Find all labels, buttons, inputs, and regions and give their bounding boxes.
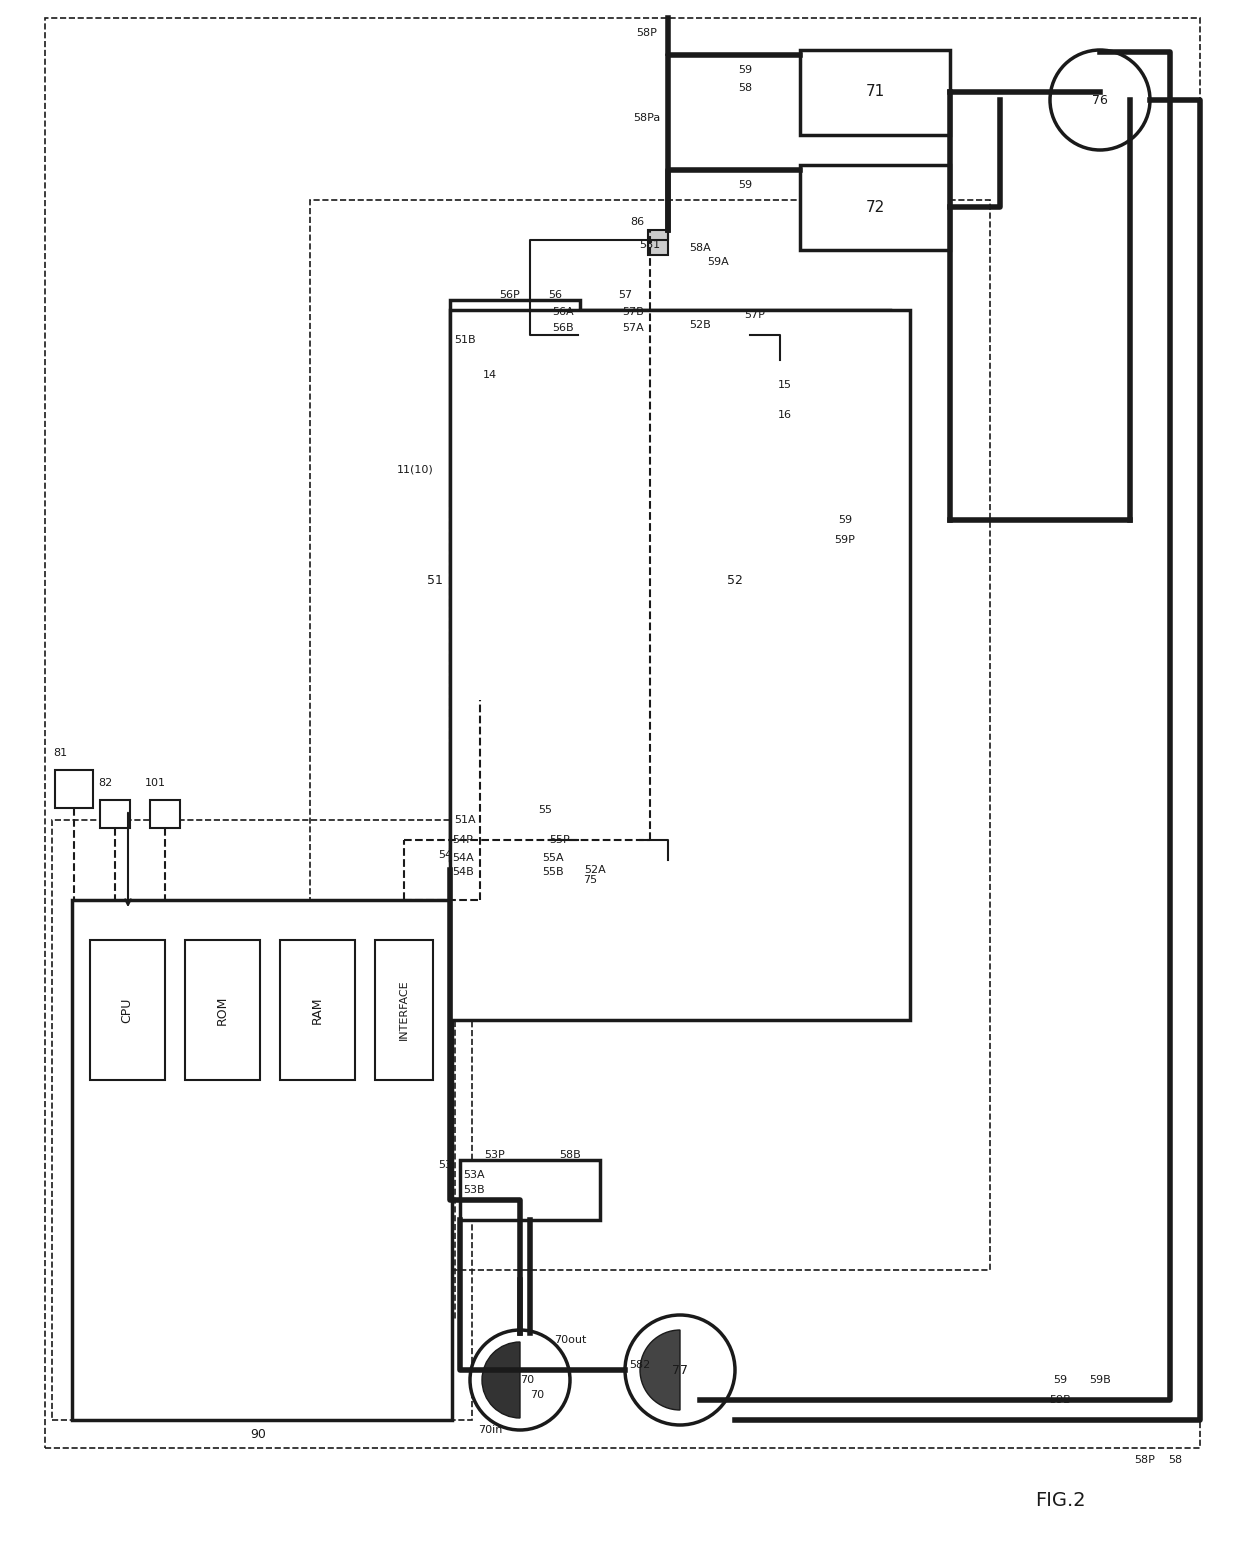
Text: 58Pa: 58Pa	[634, 113, 661, 123]
Text: FIG.2: FIG.2	[1034, 1491, 1085, 1510]
Text: ROM: ROM	[216, 995, 228, 1025]
Bar	[551, 850, 635, 901]
Bar	[670, 311, 750, 358]
Bar	[310, 200, 990, 1271]
Text: 56B: 56B	[552, 322, 574, 333]
Text: 72: 72	[866, 199, 884, 214]
Text: 55A: 55A	[542, 853, 564, 864]
Bar	[450, 310, 910, 1019]
Text: 55: 55	[538, 805, 552, 816]
Text: 53B: 53B	[464, 1184, 485, 1195]
Text: 582: 582	[630, 1360, 651, 1369]
Text: 58: 58	[738, 83, 753, 93]
Text: 58P: 58P	[1135, 1456, 1156, 1465]
Text: 101: 101	[145, 779, 165, 788]
Text: 70in: 70in	[477, 1425, 502, 1436]
Text: 54B: 54B	[453, 867, 474, 877]
Text: 70: 70	[520, 1375, 534, 1385]
Text: 59A: 59A	[707, 258, 729, 267]
Circle shape	[625, 1315, 735, 1425]
Text: 56: 56	[548, 290, 562, 301]
Text: 53A: 53A	[464, 1170, 485, 1180]
Text: 90: 90	[250, 1428, 265, 1442]
Text: 52A: 52A	[584, 865, 606, 874]
Bar	[165, 901, 455, 1320]
Text: 59B: 59B	[1049, 1396, 1071, 1405]
Text: 59B: 59B	[1089, 1375, 1111, 1385]
Wedge shape	[482, 1342, 520, 1419]
Bar	[800, 49, 950, 136]
Text: 54: 54	[438, 850, 453, 860]
Text: 15: 15	[777, 379, 792, 390]
Bar	[150, 800, 180, 828]
Bar	[578, 311, 668, 358]
Bar	[280, 941, 355, 1079]
Text: 54A: 54A	[453, 853, 474, 864]
Text: 52: 52	[727, 574, 743, 586]
Circle shape	[470, 1331, 570, 1429]
Text: 59: 59	[738, 180, 753, 190]
Wedge shape	[640, 1331, 680, 1409]
Bar	[450, 301, 580, 860]
Text: 59: 59	[838, 515, 852, 524]
Text: 55P: 55P	[549, 836, 570, 845]
Bar	[52, 820, 472, 1420]
Text: 70out: 70out	[554, 1335, 587, 1345]
Bar	[460, 850, 546, 901]
Text: 82: 82	[98, 779, 112, 788]
Bar	[800, 165, 950, 250]
Text: 57P: 57P	[744, 310, 765, 321]
Text: 53: 53	[438, 1160, 453, 1170]
Text: 57A: 57A	[622, 322, 644, 333]
Text: 51: 51	[427, 574, 443, 586]
Text: 70: 70	[529, 1389, 544, 1400]
Text: 59: 59	[1053, 1375, 1068, 1385]
Text: 58B: 58B	[559, 1150, 580, 1160]
Text: 57B: 57B	[622, 307, 644, 318]
Bar	[100, 800, 130, 828]
Bar	[185, 941, 260, 1079]
Bar	[460, 1160, 600, 1220]
Text: 86: 86	[630, 217, 644, 227]
Text: 11(10): 11(10)	[397, 466, 433, 475]
Text: 81: 81	[53, 748, 67, 759]
Text: 58A: 58A	[689, 244, 711, 253]
Text: 75: 75	[583, 874, 598, 885]
Text: 58: 58	[1168, 1456, 1182, 1465]
Text: 59P: 59P	[835, 535, 856, 544]
Text: 53P: 53P	[485, 1150, 506, 1160]
Bar	[91, 941, 165, 1079]
Circle shape	[1050, 49, 1149, 150]
Text: 77: 77	[672, 1363, 688, 1377]
Text: 71: 71	[866, 85, 884, 100]
Text: 57: 57	[618, 290, 632, 301]
Text: 56P: 56P	[500, 290, 521, 301]
Text: INTERFACE: INTERFACE	[399, 979, 409, 1041]
Bar	[72, 901, 453, 1420]
Text: 14: 14	[482, 370, 497, 379]
Text: 52B: 52B	[689, 321, 711, 330]
Bar	[374, 941, 433, 1079]
Text: 56A: 56A	[552, 307, 574, 318]
Text: 59: 59	[738, 65, 753, 76]
Text: 51A: 51A	[454, 816, 476, 825]
Bar	[580, 310, 890, 850]
Text: 76: 76	[1092, 94, 1107, 106]
Text: 58P: 58P	[636, 28, 657, 39]
Text: RAM: RAM	[310, 996, 324, 1024]
Text: 16: 16	[777, 410, 792, 419]
Text: 54P: 54P	[453, 836, 474, 845]
Bar	[649, 230, 668, 254]
Text: 51B: 51B	[454, 335, 476, 345]
Text: 581: 581	[640, 241, 661, 250]
Bar	[55, 769, 93, 808]
Circle shape	[562, 853, 618, 908]
Text: 55B: 55B	[542, 867, 564, 877]
Text: CPU: CPU	[120, 998, 134, 1022]
